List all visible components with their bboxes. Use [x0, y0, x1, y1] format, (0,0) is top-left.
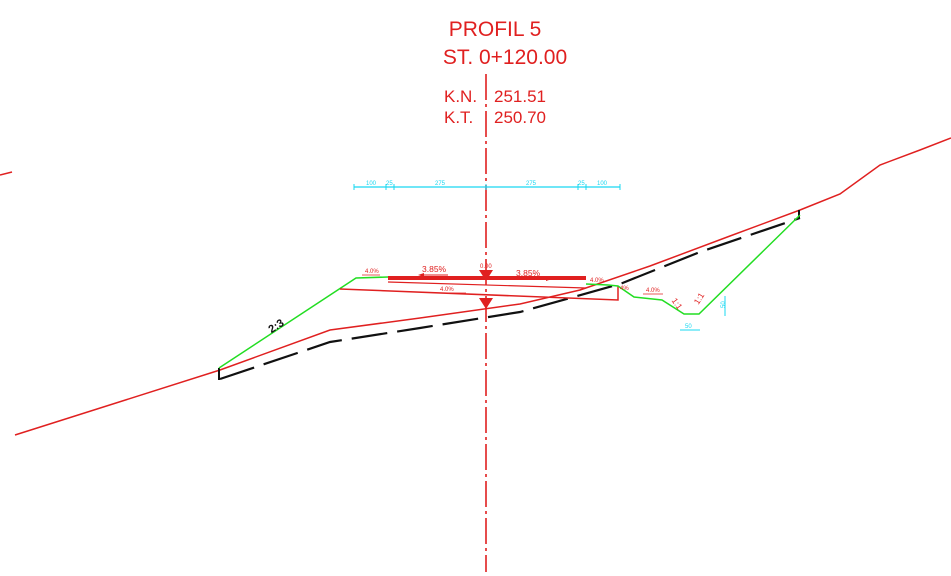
terrain-line-left-edge — [0, 171, 13, 176]
left-slope-label: 3.85% — [422, 264, 447, 274]
ditch-outer-slope: 1:1 — [692, 290, 707, 306]
kt-value: 250.70 — [494, 108, 546, 127]
ditch-slope-a-label: 4.0% — [646, 288, 660, 294]
ditch-depth-label: 50 — [721, 301, 727, 308]
right-slope-label: 3.85% — [516, 268, 541, 278]
right-ditch — [607, 214, 801, 315]
station-label: ST. 0+120.00 — [443, 46, 567, 69]
center-arrow-bottom — [479, 298, 493, 309]
left-shoulder-label: 4.0% — [365, 269, 379, 275]
right-shoulder-label: 4.0% — [590, 278, 604, 284]
road-body-outline — [339, 286, 619, 301]
profile-title: PROFIL 5 — [449, 18, 542, 41]
kt-label: K.T. — [444, 108, 473, 127]
ditch-edge-label: 4% — [620, 286, 629, 292]
subgrade-dashed-line — [219, 216, 801, 381]
pavement-underside — [387, 281, 587, 289]
dim-left-inner: 25 — [386, 181, 393, 187]
ditch-width-label: 50 — [685, 324, 692, 330]
top-dimension-ticks — [353, 184, 621, 190]
center-mark-label: 0.00 — [480, 264, 492, 270]
left-slope-arrowhead — [418, 273, 424, 277]
right-shoulder-green — [585, 283, 609, 286]
dim-left-lane: 275 — [435, 181, 446, 187]
center-arrow-top — [479, 270, 493, 281]
ditch-inner-slope: 1:1 — [670, 296, 685, 312]
kn-value: 251.51 — [494, 87, 546, 106]
dim-right-lane: 275 — [526, 181, 537, 187]
terrain-line — [14, 137, 951, 436]
kn-label: K.N. — [444, 87, 477, 106]
dim-left-outer: 100 — [366, 181, 377, 187]
right-slope-arrowhead — [546, 277, 552, 281]
dim-right-outer: 100 — [597, 181, 608, 187]
left-embankment-slope — [218, 276, 389, 369]
subbase-slope-label: 4.0% — [440, 287, 454, 293]
dim-right-inner: 25 — [578, 181, 585, 187]
left-embankment-ratio: 2:3 — [267, 317, 287, 336]
